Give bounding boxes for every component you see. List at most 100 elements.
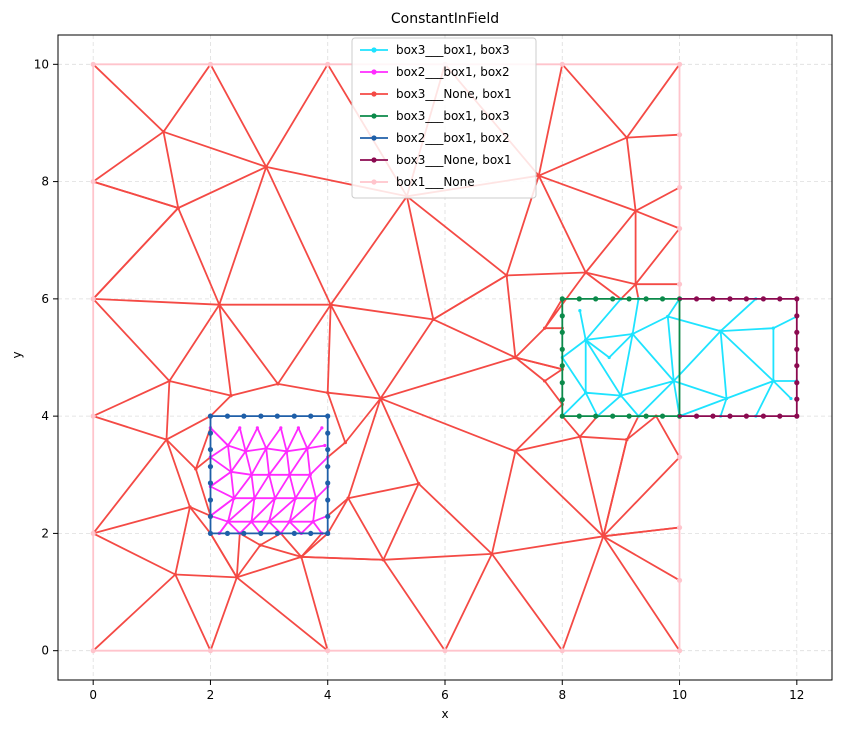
- legend-entry: box2___box1, box2: [360, 65, 510, 79]
- series-line: [626, 133, 680, 139]
- legend-label: box1___None: [396, 175, 475, 189]
- boundary-marker: [559, 329, 565, 335]
- boundary-marker: [325, 530, 331, 537]
- boundary-marker: [224, 530, 231, 537]
- series-point: [226, 443, 230, 448]
- legend-label: box3___None, box1: [396, 153, 512, 167]
- boundary-marker: [576, 296, 582, 302]
- boundary-marker: [760, 296, 766, 302]
- series-point: [229, 394, 233, 398]
- boundary-marker: [207, 530, 214, 537]
- series-point: [293, 496, 298, 500]
- boundary-marker: [274, 413, 280, 419]
- series-point: [677, 414, 682, 418]
- y-tick-label: 4: [41, 409, 49, 423]
- boundary-marker: [207, 463, 214, 470]
- legend-entry: box3___None, box1: [360, 87, 512, 101]
- series-4: [207, 413, 331, 537]
- boundary-marker: [308, 413, 314, 419]
- series-line: [602, 415, 681, 538]
- boundary-marker: [676, 648, 683, 654]
- y-tick-label: 0: [41, 644, 49, 658]
- boundary-marker: [659, 296, 666, 302]
- y-tick-label: 10: [34, 57, 49, 71]
- series-point: [619, 394, 623, 398]
- series-point: [176, 206, 180, 210]
- boundary-marker: [325, 430, 331, 436]
- boundary-marker: [559, 413, 565, 419]
- legend: box3___box1, box3 box2___box1, box2 box3__…: [351, 37, 537, 199]
- series-line: [579, 415, 599, 438]
- series-point: [235, 575, 239, 579]
- boundary-marker: [559, 648, 565, 654]
- series-point: [607, 355, 611, 360]
- boundary-marker: [794, 413, 800, 419]
- boundary-marker: [325, 480, 331, 486]
- boundary-marker: [676, 577, 683, 583]
- series-line: [327, 497, 349, 517]
- boundary-marker: [693, 413, 700, 419]
- series-point: [244, 449, 248, 453]
- series-point: [249, 473, 254, 477]
- boundary-marker: [559, 313, 565, 319]
- boundary-marker: [325, 513, 331, 520]
- series-point: [161, 130, 166, 134]
- series-point: [252, 496, 257, 500]
- boundary-marker: [258, 530, 264, 537]
- boundary-marker: [559, 397, 565, 403]
- boundary-marker: [676, 225, 683, 232]
- legend-entry: box1___None: [360, 175, 475, 189]
- legend-label: box3___None, box1: [396, 87, 512, 101]
- series-point: [343, 440, 347, 445]
- series-point: [633, 282, 638, 286]
- boundary-marker: [576, 413, 582, 419]
- series-2: [91, 62, 682, 653]
- legend-swatch-marker: [371, 179, 377, 185]
- series-point: [238, 426, 242, 430]
- boundary-marker: [659, 413, 666, 419]
- boundary-marker: [207, 446, 214, 453]
- series-point: [718, 329, 723, 333]
- x-tick-label: 4: [324, 688, 332, 702]
- boundary-marker: [325, 61, 331, 67]
- series-point: [273, 496, 277, 500]
- boundary-marker: [760, 413, 766, 419]
- series-point: [504, 273, 509, 278]
- legend-label: box2___box1, box2: [396, 65, 510, 79]
- boundary-marker: [325, 463, 331, 470]
- legend-swatch-marker: [371, 135, 377, 141]
- boundary-marker: [207, 430, 214, 436]
- series-line: [209, 470, 329, 500]
- series-point: [217, 303, 221, 307]
- series-point: [677, 297, 682, 301]
- series-point: [378, 396, 383, 401]
- boundary-marker: [90, 296, 96, 302]
- boundary-marker: [559, 363, 565, 369]
- boundary-marker: [794, 396, 800, 402]
- legend-swatch-marker: [371, 157, 377, 163]
- series-point: [167, 379, 172, 383]
- boundary-marker: [593, 296, 599, 302]
- boundary-marker: [325, 497, 331, 503]
- x-tick-label: 6: [441, 688, 449, 702]
- series-line: [561, 315, 727, 418]
- y-tick-label: 8: [41, 175, 49, 189]
- boundary-marker: [291, 530, 297, 537]
- x-tick-label: 0: [89, 688, 97, 702]
- boundary-marker: [794, 313, 800, 319]
- legend-label: box3___box1, box3: [396, 43, 510, 57]
- boundary-marker: [676, 132, 683, 138]
- series-line: [92, 526, 680, 579]
- boundary-marker: [676, 281, 683, 287]
- y-axis-label: y: [10, 351, 24, 358]
- boundary-marker: [643, 413, 649, 419]
- series-point: [164, 437, 169, 442]
- series-point: [264, 446, 268, 450]
- boundary-marker: [794, 380, 800, 386]
- y-axis-ticks: 0 2 4 6 8 10: [34, 57, 58, 658]
- boundary-marker: [794, 363, 800, 369]
- series-line: [625, 415, 640, 441]
- series-point: [305, 446, 309, 450]
- series-line: [92, 382, 347, 458]
- series-point: [724, 396, 729, 401]
